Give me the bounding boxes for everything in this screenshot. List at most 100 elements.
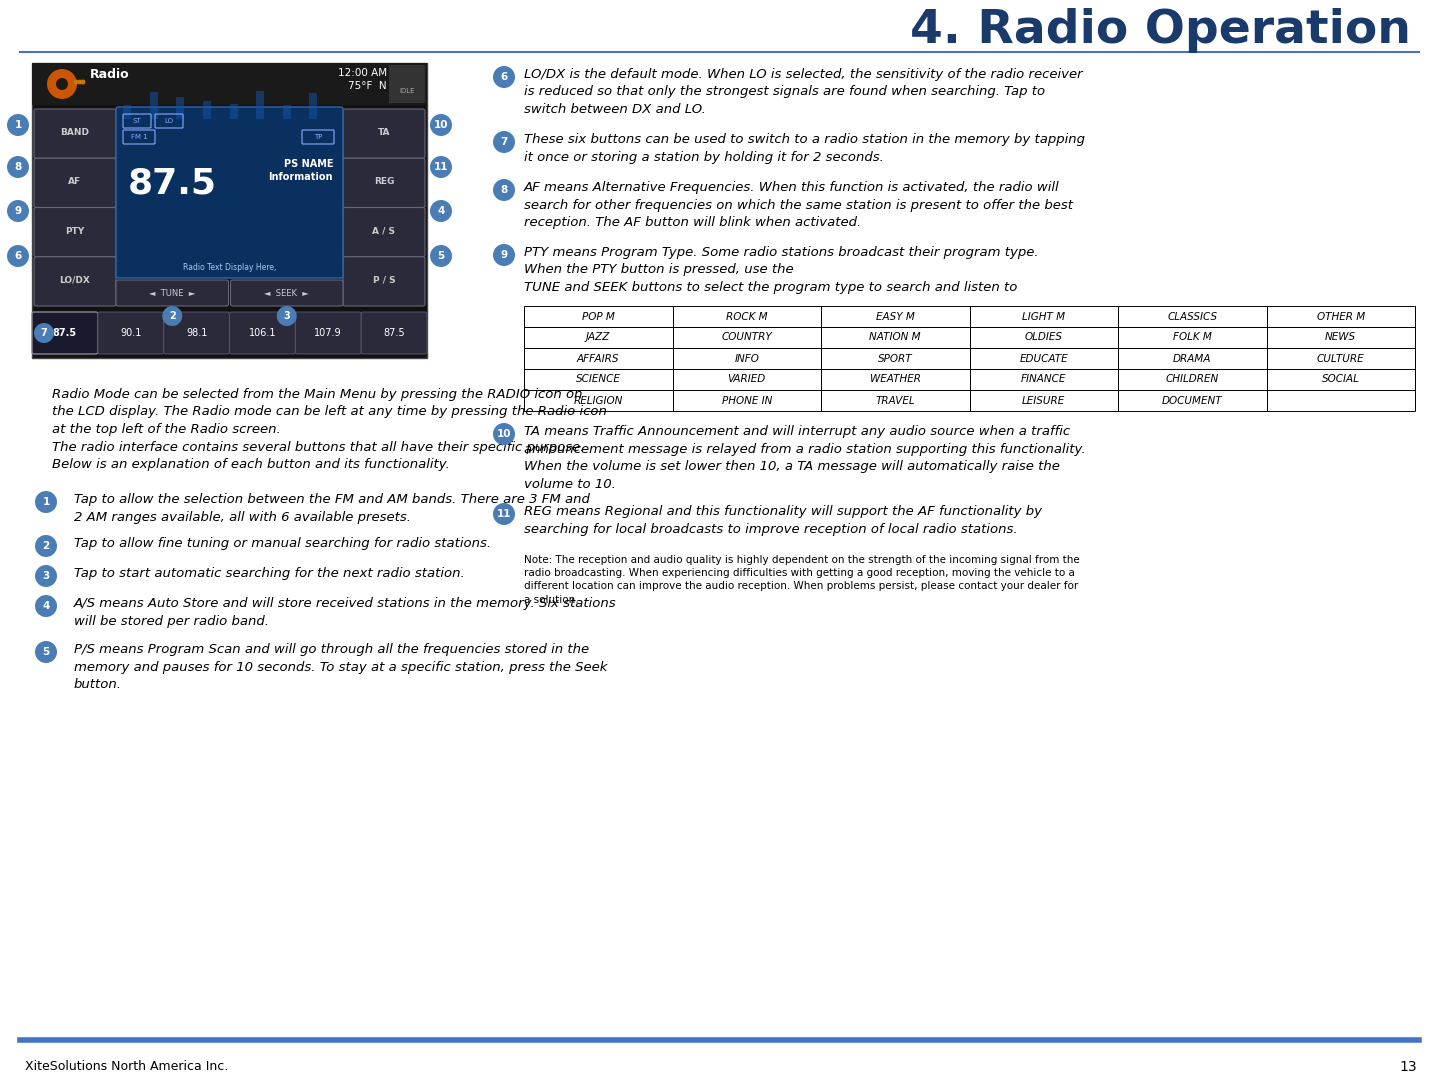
Text: BAND: BAND xyxy=(60,128,89,137)
Text: 6: 6 xyxy=(14,251,22,261)
Text: AFFAIRS: AFFAIRS xyxy=(577,354,620,364)
Text: PS NAME: PS NAME xyxy=(283,159,332,169)
Circle shape xyxy=(35,491,58,513)
Circle shape xyxy=(47,69,78,99)
Text: TRAVEL: TRAVEL xyxy=(875,396,915,406)
Text: 3: 3 xyxy=(42,571,49,581)
Text: COUNTRY: COUNTRY xyxy=(721,332,773,342)
Bar xyxy=(672,327,822,349)
Text: 87.5: 87.5 xyxy=(383,328,404,338)
Text: REG: REG xyxy=(374,177,394,187)
Circle shape xyxy=(430,200,452,222)
Text: SOCIAL: SOCIAL xyxy=(1322,374,1360,384)
Text: 4. Radio Operation: 4. Radio Operation xyxy=(909,8,1412,53)
FancyBboxPatch shape xyxy=(98,312,164,354)
Circle shape xyxy=(494,66,515,88)
Text: LIGHT M: LIGHT M xyxy=(1022,312,1065,322)
Text: Radio: Radio xyxy=(91,68,130,81)
FancyBboxPatch shape xyxy=(35,109,117,159)
Text: Tap to start automatic searching for the next radio station.: Tap to start automatic searching for the… xyxy=(73,566,465,581)
Circle shape xyxy=(430,156,452,178)
Text: SPORT: SPORT xyxy=(878,354,912,364)
FancyBboxPatch shape xyxy=(35,159,117,207)
Bar xyxy=(970,327,1118,349)
Text: IDLE: IDLE xyxy=(399,88,414,94)
FancyBboxPatch shape xyxy=(35,207,117,257)
Bar xyxy=(32,63,427,105)
FancyBboxPatch shape xyxy=(164,312,229,354)
Bar xyxy=(203,101,212,119)
Circle shape xyxy=(35,535,58,557)
Bar xyxy=(1118,369,1266,390)
Text: FINANCE: FINANCE xyxy=(1022,374,1066,384)
Circle shape xyxy=(35,565,58,587)
Circle shape xyxy=(163,306,183,326)
Text: CLASSICS: CLASSICS xyxy=(1167,312,1217,322)
Text: LO/DX: LO/DX xyxy=(59,276,91,285)
Circle shape xyxy=(35,641,58,663)
Text: Note: The reception and audio quality is highly dependent on the strength of the: Note: The reception and audio quality is… xyxy=(524,555,1079,604)
Bar xyxy=(282,105,291,119)
Bar xyxy=(970,349,1118,369)
Bar xyxy=(970,306,1118,327)
Circle shape xyxy=(7,156,29,178)
Circle shape xyxy=(430,114,452,136)
Text: 2: 2 xyxy=(42,541,49,551)
Bar xyxy=(1118,306,1266,327)
Text: REG means Regional and this functionality will support the AF functionality by
s: REG means Regional and this functionalit… xyxy=(524,505,1042,535)
Text: OLDIES: OLDIES xyxy=(1025,332,1063,342)
Bar xyxy=(1118,327,1266,349)
Text: LO/DX is the default mode. When LO is selected, the sensitivity of the radio rec: LO/DX is the default mode. When LO is se… xyxy=(524,68,1082,117)
Text: AF: AF xyxy=(69,177,82,187)
Text: EDUCATE: EDUCATE xyxy=(1019,354,1068,364)
Text: 10: 10 xyxy=(433,120,449,129)
Bar xyxy=(1118,390,1266,411)
Text: Radio Mode can be selected from the Main Menu by pressing the RADIO icon on
the : Radio Mode can be selected from the Main… xyxy=(52,388,607,472)
Text: 75°F  N: 75°F N xyxy=(348,81,387,91)
Bar xyxy=(672,306,822,327)
Bar xyxy=(970,369,1118,390)
Bar xyxy=(176,97,184,119)
FancyBboxPatch shape xyxy=(117,107,342,278)
Circle shape xyxy=(494,423,515,445)
Circle shape xyxy=(494,131,515,153)
Text: 9: 9 xyxy=(14,206,22,216)
Text: 6: 6 xyxy=(501,72,508,82)
Text: PHONE IN: PHONE IN xyxy=(721,396,771,406)
Text: CULTURE: CULTURE xyxy=(1317,354,1364,364)
Circle shape xyxy=(276,306,296,326)
Text: Information: Information xyxy=(269,172,332,182)
FancyBboxPatch shape xyxy=(342,257,425,306)
Text: 4: 4 xyxy=(437,206,445,216)
Text: 87.5: 87.5 xyxy=(128,167,217,201)
Circle shape xyxy=(494,179,515,201)
Text: 98.1: 98.1 xyxy=(186,328,207,338)
Text: Tap to allow fine tuning or manual searching for radio stations.: Tap to allow fine tuning or manual searc… xyxy=(73,537,491,550)
Text: 7: 7 xyxy=(40,328,47,338)
Text: 5: 5 xyxy=(42,647,49,657)
Text: NEWS: NEWS xyxy=(1325,332,1357,342)
Text: 11: 11 xyxy=(496,509,511,519)
Text: 8: 8 xyxy=(14,162,22,172)
Bar xyxy=(1266,306,1415,327)
Text: 5: 5 xyxy=(437,251,445,261)
Text: RELIGION: RELIGION xyxy=(574,396,623,406)
Bar xyxy=(1266,349,1415,369)
Bar xyxy=(389,65,425,103)
FancyBboxPatch shape xyxy=(229,312,295,354)
Text: INFO: INFO xyxy=(734,354,760,364)
Bar xyxy=(122,105,131,119)
FancyBboxPatch shape xyxy=(32,312,98,354)
Text: TP: TP xyxy=(314,134,322,140)
Text: PTY means Program Type. Some radio stations broadcast their program type.
When t: PTY means Program Type. Some radio stati… xyxy=(524,246,1039,293)
Bar xyxy=(256,91,265,119)
Bar xyxy=(822,349,970,369)
Circle shape xyxy=(35,595,58,617)
Bar xyxy=(672,390,822,411)
Text: Radio Text Display Here,: Radio Text Display Here, xyxy=(183,263,276,273)
Text: ROCK M: ROCK M xyxy=(725,312,767,322)
Text: POP M: POP M xyxy=(581,312,614,322)
Bar xyxy=(150,92,158,119)
Text: CHILDREN: CHILDREN xyxy=(1166,374,1219,384)
Bar xyxy=(822,306,970,327)
